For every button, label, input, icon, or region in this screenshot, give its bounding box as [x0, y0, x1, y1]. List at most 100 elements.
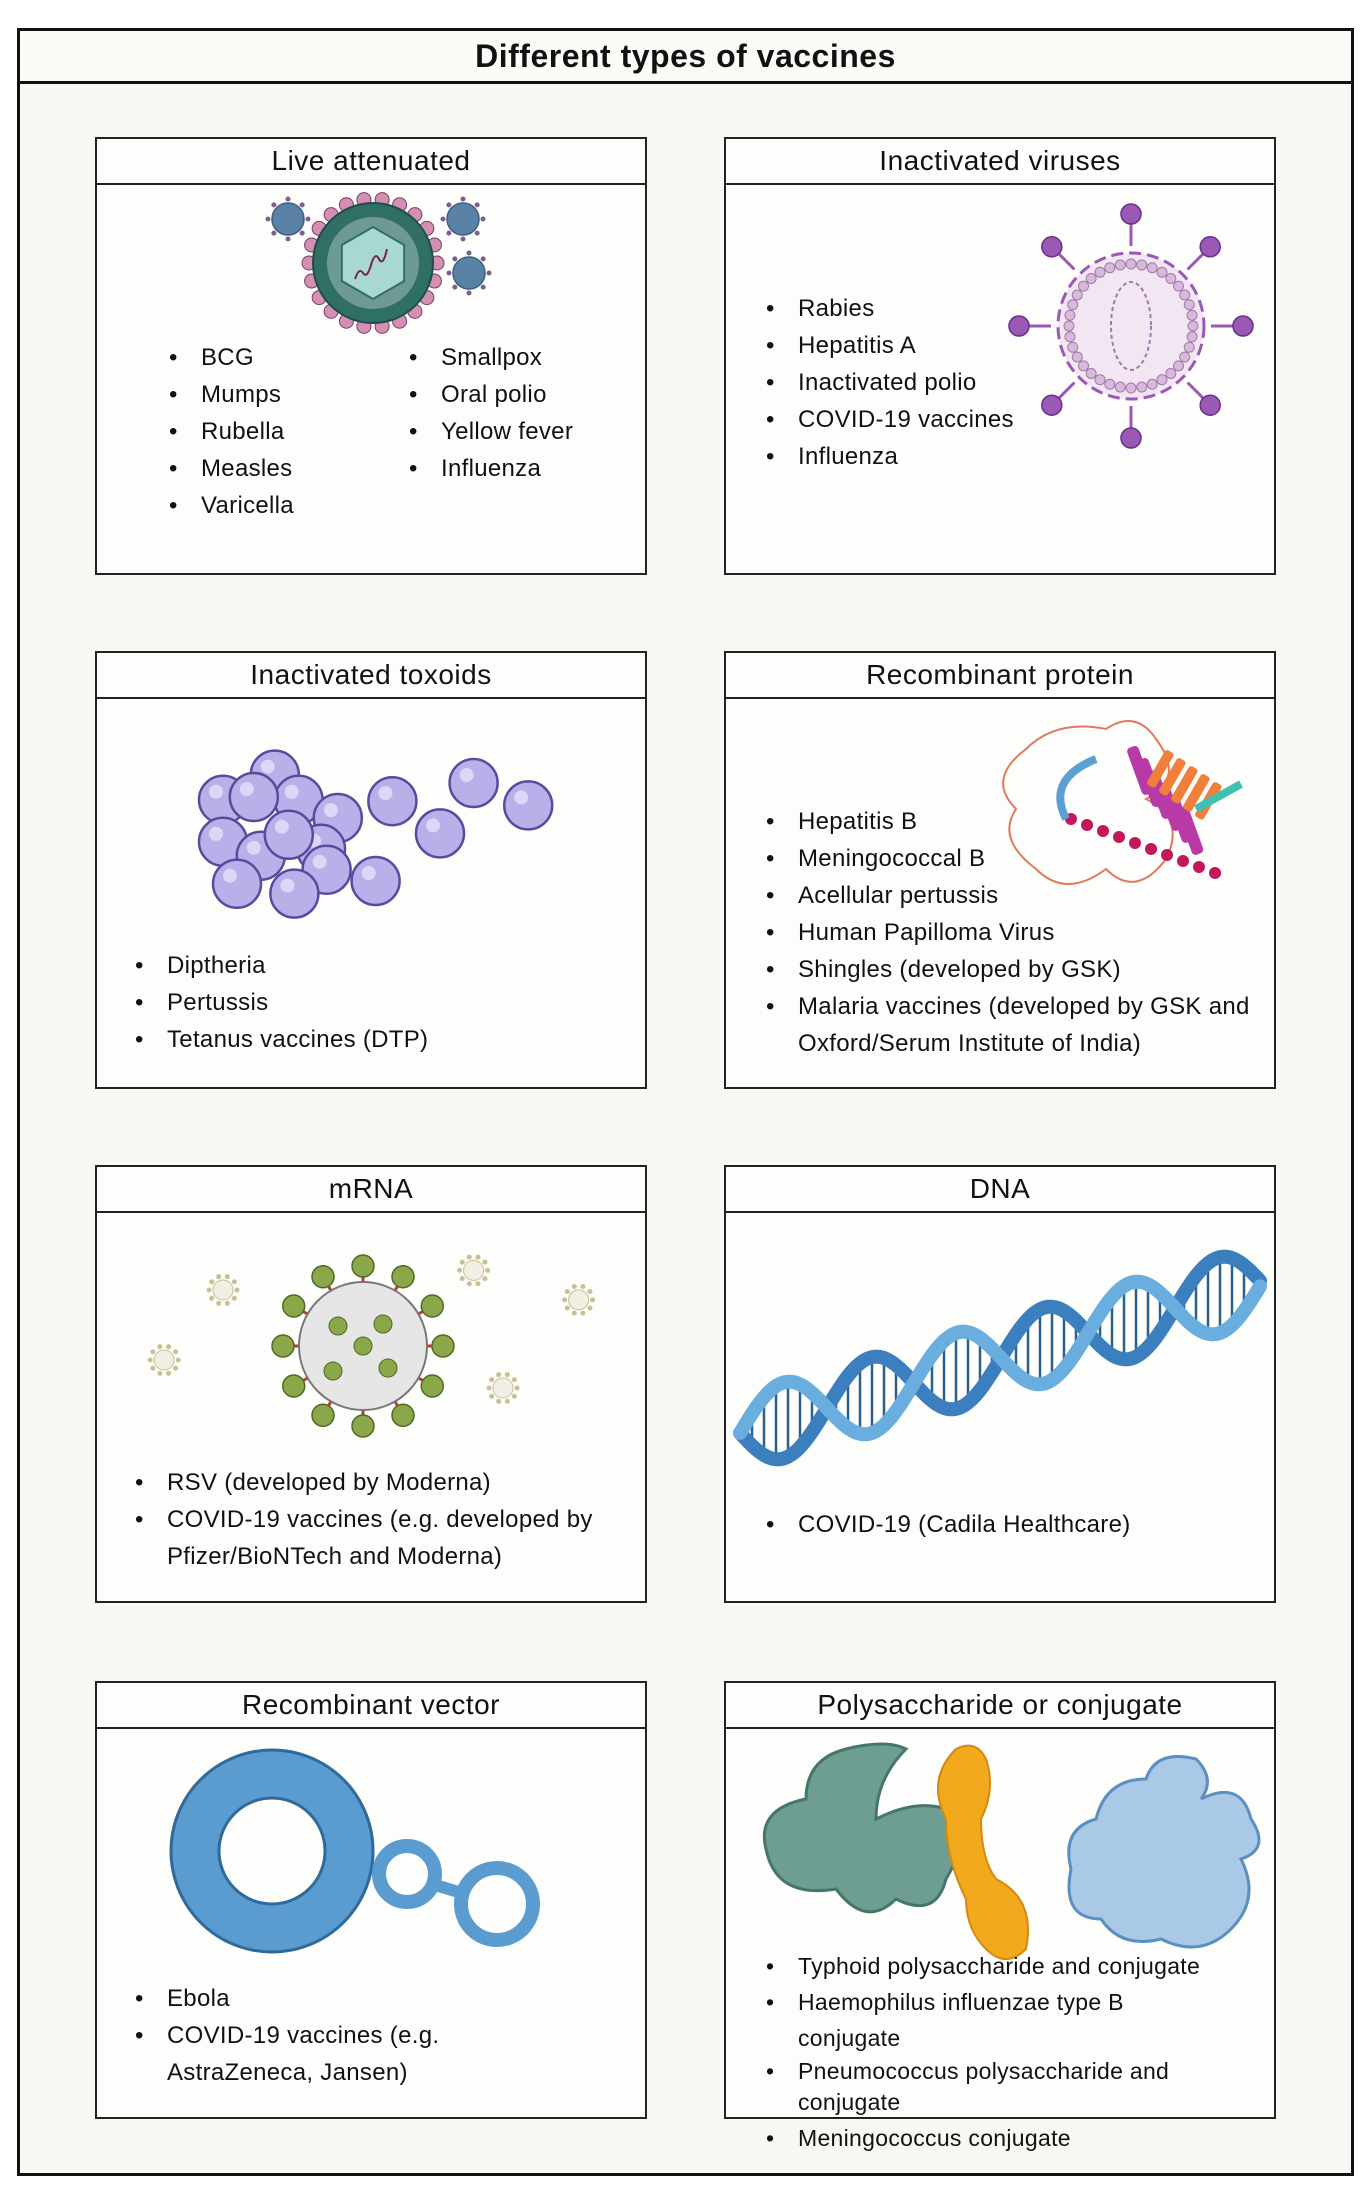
- small-virus: [446, 202, 480, 236]
- small-virus-spike: [224, 1300, 230, 1306]
- viral-genome: [1110, 281, 1152, 371]
- spike-head: [1120, 427, 1142, 449]
- list-item: • Yellow fever: [409, 418, 574, 445]
- capsid-subunit: [1179, 289, 1191, 301]
- small-particle: [568, 1289, 590, 1311]
- spike: [299, 230, 305, 236]
- capsid-subunit: [1186, 331, 1198, 343]
- virus-capsid: [340, 225, 406, 301]
- small-virus-spike: [175, 1357, 181, 1363]
- list-item: • Influenza: [766, 443, 899, 470]
- toxoid-sphere: [414, 808, 466, 859]
- sphere-highlight: [223, 868, 237, 883]
- spike: [446, 230, 452, 236]
- spike-protein: [431, 1334, 455, 1358]
- list-item: • Hepatitis B: [766, 808, 918, 835]
- viral-genome: [354, 248, 388, 280]
- capsid-subunit: [1186, 309, 1198, 321]
- list-item: • Smallpox: [409, 344, 543, 371]
- small-virus-spike: [571, 1283, 577, 1289]
- beta-strand: [1193, 861, 1205, 873]
- capsid-subunit: [1085, 273, 1097, 285]
- small-particle: [463, 1259, 485, 1281]
- list-item: • Oral polio: [409, 381, 547, 408]
- small-virus-spike: [466, 1281, 472, 1287]
- toxoid-spheres-illustration: [197, 749, 554, 919]
- small-virus-spike: [504, 1398, 510, 1404]
- small-virus-spike: [482, 1259, 488, 1265]
- small-virus-spike: [504, 1372, 510, 1378]
- list-item: • Typhoid polysaccharide and conjugate: [766, 1953, 1201, 1979]
- capsid-subunit: [1183, 299, 1195, 311]
- small-virus-spike: [489, 1393, 495, 1399]
- spike: [285, 196, 291, 202]
- spike: [480, 256, 486, 262]
- spike: [452, 256, 458, 262]
- small-virus-spike: [475, 1281, 481, 1287]
- inactivated-viruses-list: • Rabies • Hepatitis A • Inactivated polio …: [766, 290, 1014, 475]
- small-virus-spike: [571, 1310, 577, 1316]
- small-virus-spike: [511, 1393, 517, 1399]
- capsid-subunit: [1104, 262, 1116, 274]
- capsid-subunit: [1078, 280, 1090, 292]
- list-item: • Malaria vaccines (developed by GSK and …: [766, 993, 1250, 1057]
- spike-head: [1120, 203, 1142, 225]
- list-item: • Ebola: [135, 1985, 230, 2012]
- spike-protein: [281, 1374, 306, 1398]
- small-virus-spike: [587, 1289, 593, 1295]
- beta-sheet-arrow: [1194, 780, 1243, 813]
- spike-protein: [391, 1403, 415, 1428]
- spike: [474, 202, 480, 208]
- small-virus-spike: [475, 1254, 481, 1260]
- polysaccharide-list: • Typhoid polysaccharide and conjugate • H…: [766, 1948, 1226, 2156]
- vector-list: • Ebola • COVID-19 vaccines (e.g. AstraZen…: [135, 1980, 535, 2091]
- surface-protein: [323, 1361, 343, 1381]
- live-list-col1: • BCG • Mumps • Rubella • Measles • Varicella: [169, 339, 294, 524]
- spike: [271, 230, 277, 236]
- capsid-subunit: [1114, 381, 1126, 393]
- capsid-subunit: [1172, 280, 1184, 292]
- plasmid-ring: [171, 1750, 373, 1952]
- small-virus-spike: [166, 1370, 172, 1376]
- small-virus-spike: [459, 1259, 465, 1265]
- list-item: • Inactivated polio: [766, 369, 977, 396]
- capsid-subunit: [1146, 262, 1158, 274]
- small-virus-spike: [206, 1287, 212, 1293]
- capsid-subunit: [1179, 351, 1191, 363]
- spike-head: [1199, 394, 1221, 416]
- panel-title: Recombinant vector: [97, 1683, 645, 1729]
- sphere-highlight: [246, 840, 261, 855]
- surface-protein: [378, 1358, 398, 1378]
- toxoid-sphere: [350, 855, 401, 907]
- spike-protein: [420, 1294, 445, 1318]
- spike: [474, 230, 480, 236]
- alpha-helix-orange: [1159, 758, 1186, 796]
- live-list-col2: • Smallpox • Oral polio • Yellow fever • Inf…: [409, 339, 573, 487]
- list-item: • Haemophilus influenzae type B conjugate: [766, 1989, 1124, 2051]
- capsid-subunit: [1094, 266, 1106, 278]
- toxoid-sphere: [269, 868, 320, 919]
- panel-title: Inactivated toxoids: [97, 653, 645, 699]
- spike-protein: [391, 1264, 415, 1289]
- recombinant-protein-list: • Hepatitis B • Meningococcal B • Acellular…: [766, 803, 1266, 1062]
- panel-mrna: mRNA • RSV (developed by Moderna) • COVID-…: [95, 1165, 647, 1603]
- capsid-subunit: [1085, 367, 1097, 379]
- sphere-highlight: [239, 782, 254, 796]
- panel-polysaccharide-conjugate: Polysaccharide or conjugate • Typhoid pol…: [724, 1681, 1276, 2151]
- live-virus-illustration: [265, 192, 492, 334]
- spike-head: [1199, 236, 1221, 258]
- spike-protein: [420, 1374, 445, 1398]
- beta-strand: [1113, 831, 1125, 843]
- list-item: • Shingles (developed by GSK): [766, 956, 1121, 983]
- list-item: • Meningococcus conjugate: [766, 2125, 1071, 2151]
- list-item: • Measles: [169, 455, 293, 482]
- capsid-subunit: [1183, 341, 1195, 353]
- capsid-subunit: [1064, 331, 1076, 343]
- alpha-helix-orange: [1171, 766, 1198, 804]
- spike: [299, 202, 305, 208]
- spike: [446, 270, 452, 276]
- beta-sheet-arrow: [1056, 755, 1098, 821]
- small-virus-spike: [173, 1349, 179, 1355]
- sphere-highlight: [260, 759, 275, 774]
- list-item: • Diptheria: [135, 952, 266, 979]
